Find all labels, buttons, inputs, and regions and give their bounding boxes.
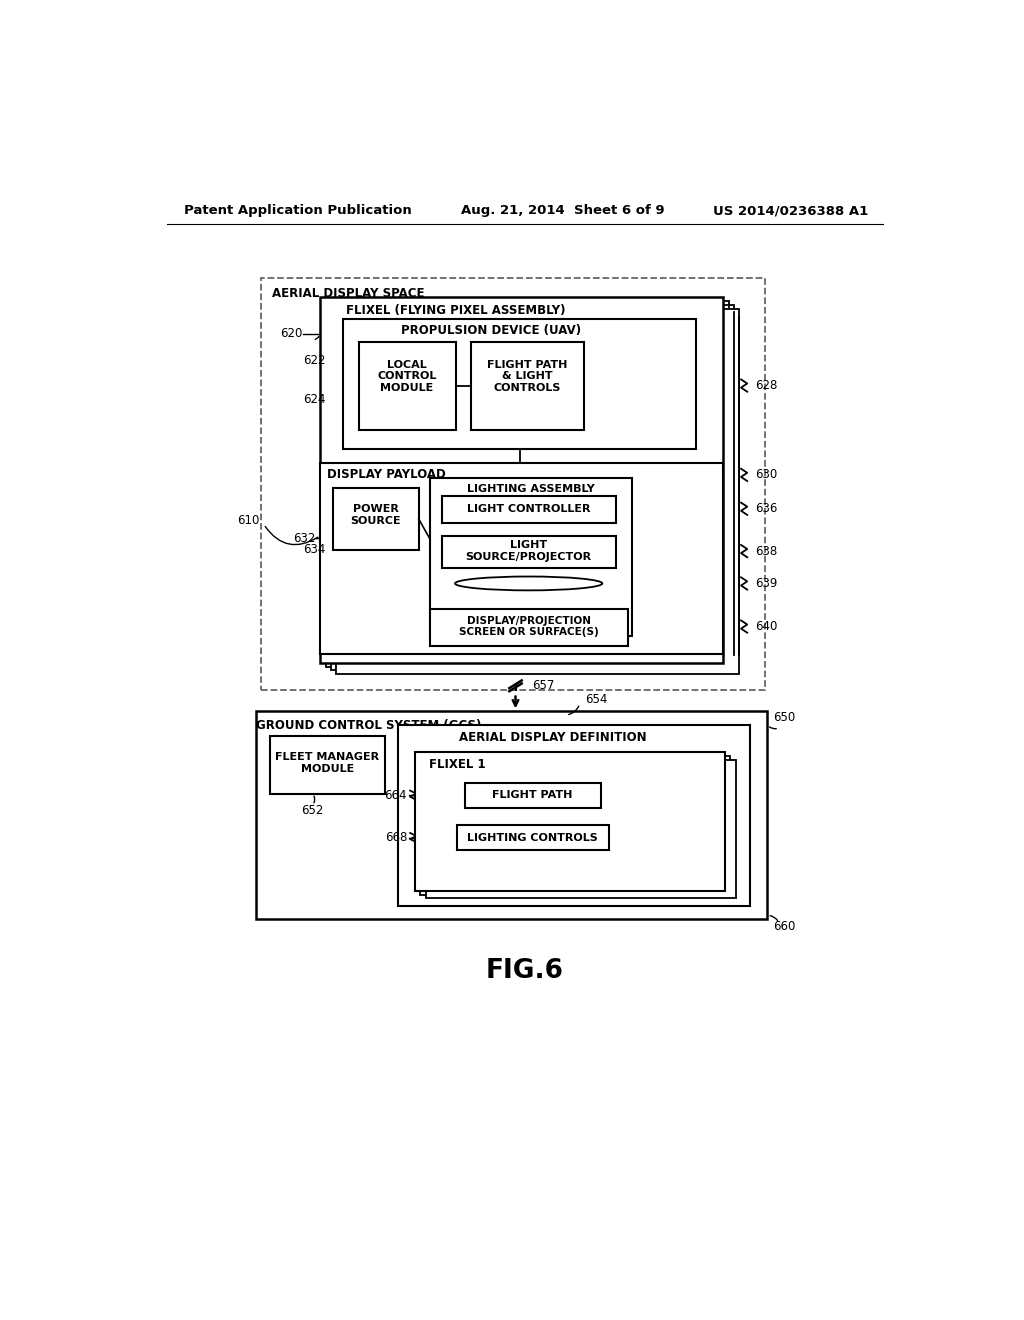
Bar: [420, 756, 730, 895]
Text: PROPULSION DEVICE (UAV): PROPULSION DEVICE (UAV): [400, 325, 581, 338]
Text: 632: 632: [293, 532, 315, 545]
Bar: [415, 752, 725, 891]
Bar: [326, 301, 729, 667]
Text: AERIAL DISPLAY DEFINITION: AERIAL DISPLAY DEFINITION: [459, 731, 646, 744]
Text: 634: 634: [303, 543, 326, 556]
Text: 628: 628: [755, 379, 777, 392]
Text: 624: 624: [303, 393, 326, 407]
Text: 668: 668: [385, 832, 407, 843]
Bar: [415, 752, 725, 891]
Text: 638: 638: [755, 545, 777, 557]
Text: FLEET MANAGER
MODULE: FLEET MANAGER MODULE: [275, 752, 379, 774]
Text: LIGHTING ASSEMBLY: LIGHTING ASSEMBLY: [467, 484, 595, 495]
Bar: [426, 760, 735, 899]
Text: 622: 622: [303, 354, 326, 367]
Text: LOCAL
CONTROL
MODULE: LOCAL CONTROL MODULE: [377, 360, 436, 393]
Text: 620: 620: [280, 327, 302, 341]
Bar: [261, 277, 765, 689]
Text: LIGHTING CONTROLS: LIGHTING CONTROLS: [467, 833, 598, 842]
Bar: [430, 478, 632, 636]
Text: 630: 630: [755, 469, 777, 482]
Text: FIG.6: FIG.6: [485, 958, 564, 983]
Bar: [321, 297, 723, 663]
Bar: [359, 342, 456, 430]
Text: Patent Application Publication: Patent Application Publication: [183, 205, 412, 218]
Text: 636: 636: [755, 502, 777, 515]
Text: 652: 652: [301, 804, 324, 817]
Text: GROUND CONTROL SYSTEM (GCS): GROUND CONTROL SYSTEM (GCS): [256, 718, 481, 731]
Bar: [270, 737, 385, 793]
Bar: [321, 462, 723, 653]
Bar: [471, 342, 584, 430]
Text: Aug. 21, 2014  Sheet 6 of 9: Aug. 21, 2014 Sheet 6 of 9: [461, 205, 665, 218]
Text: 640: 640: [755, 620, 777, 634]
Text: FLIGHT PATH
& LIGHT
CONTROLS: FLIGHT PATH & LIGHT CONTROLS: [487, 360, 567, 393]
Text: 657: 657: [532, 680, 555, 693]
Text: FLIGHT PATH: FLIGHT PATH: [493, 791, 572, 800]
Text: 610: 610: [238, 513, 260, 527]
Bar: [337, 309, 739, 675]
Bar: [331, 305, 734, 671]
Text: US 2014/0236388 A1: US 2014/0236388 A1: [713, 205, 868, 218]
Bar: [430, 609, 628, 645]
Bar: [458, 825, 608, 850]
Text: 660: 660: [773, 920, 796, 933]
Bar: [442, 496, 616, 523]
Text: FLIXEL (FLYING PIXEL ASSEMBLY): FLIXEL (FLYING PIXEL ASSEMBLY): [346, 304, 565, 317]
Bar: [334, 488, 419, 549]
Text: LIGHT
SOURCE/PROJECTOR: LIGHT SOURCE/PROJECTOR: [466, 540, 592, 562]
Text: DISPLAY PAYLOAD: DISPLAY PAYLOAD: [327, 469, 445, 482]
Text: 639: 639: [755, 577, 777, 590]
Bar: [343, 318, 696, 449]
Text: 654: 654: [586, 693, 607, 706]
Bar: [465, 783, 601, 808]
Text: FLIXEL 1: FLIXEL 1: [429, 758, 485, 771]
Text: POWER
SOURCE: POWER SOURCE: [350, 504, 401, 525]
Bar: [397, 725, 751, 906]
Text: AERIAL DISPLAY SPACE: AERIAL DISPLAY SPACE: [271, 286, 424, 300]
Text: 664: 664: [384, 788, 407, 801]
Text: DISPLAY/PROJECTION
SCREEN OR SURFACE(S): DISPLAY/PROJECTION SCREEN OR SURFACE(S): [459, 615, 599, 638]
Bar: [256, 711, 767, 919]
Bar: [442, 536, 616, 568]
Text: 650: 650: [773, 711, 796, 723]
Text: LIGHT CONTROLLER: LIGHT CONTROLLER: [467, 504, 591, 513]
